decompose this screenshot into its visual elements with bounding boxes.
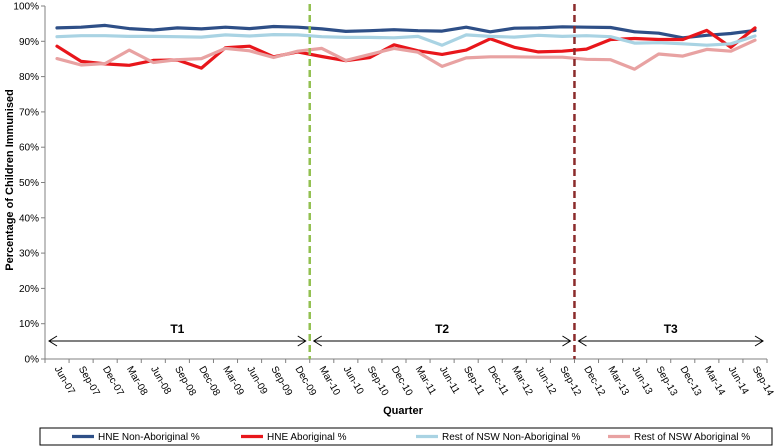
y-tick-label: 30% [19,249,39,260]
series-line [55,23,757,40]
y-tick-label: 10% [19,319,39,330]
legend-label: Rest of NSW Non-Aboriginal % [442,432,580,443]
x-tick-label: Sep-09 [268,365,294,399]
y-tick-label: 0% [25,355,40,366]
x-tick-label: Dec-12 [581,365,607,399]
x-tick-label: Jun-08 [148,365,173,397]
period-label: T2 [435,322,449,336]
x-axis-title: Quarter [383,405,423,417]
legend-label: Rest of NSW Aboriginal % [634,432,750,443]
y-tick-label: 80% [19,72,39,83]
period-dividers [308,4,576,359]
x-tick-label: Jun-11 [437,365,462,397]
series-line [55,38,757,71]
x-tick-label: Mar-11 [413,365,438,398]
y-tick-label: 50% [19,178,39,189]
x-tick-label: Jun-12 [533,365,558,397]
x-tick-label: Jun-14 [726,365,751,397]
series-line [55,32,757,47]
legend-box [39,427,773,446]
period-arrowhead-right [754,335,764,347]
x-tick-label: Sep-10 [365,365,391,399]
x-tick-label: Sep-08 [172,365,198,399]
x-tick-label: Dec-13 [678,365,704,399]
legend: HNE Non-Aboriginal % HNE Aboriginal % Rest… [39,427,773,446]
x-tick-label: Mar-10 [317,365,343,398]
period-arrowhead-left [577,335,587,347]
series-lines [55,23,757,71]
x-tick-label: Mar-14 [702,365,728,398]
y-axis-title: Percentage of Children Immunised [4,89,16,271]
x-tick-label: Dec-07 [100,365,126,399]
x-tick-label: Sep-12 [557,365,583,399]
x-tick-label: Sep-07 [76,365,102,399]
period-label: T3 [664,322,678,336]
y-tick-label: 60% [19,143,39,154]
legend-label: HNE Aboriginal % [267,432,347,443]
x-tick-label: Sep-11 [461,365,486,398]
period-arrowhead-left [48,335,58,347]
period-arrowhead-right [562,335,572,347]
x-tick-label: Mar-12 [509,365,535,398]
y-tick-label: 20% [19,284,39,295]
period-arrowhead-right [297,335,307,347]
x-tick-label: Dec-10 [389,365,415,399]
legend-label: HNE Non-Aboriginal % [98,432,200,443]
x-tick-label: Dec-11 [485,365,510,398]
x-tick-label: Dec-09 [293,365,319,399]
y-axis-ticks: 0% 10% 20% 30% 40% 50% 60% 70% 80% 90% 100% [13,2,45,366]
y-tick-label: 90% [19,37,39,48]
x-tick-label: Jun-10 [341,365,366,397]
period-markers: T1 T2 T3 [48,322,764,347]
x-tick-label: Mar-13 [605,365,631,398]
y-tick-label: 100% [13,2,39,13]
x-tick-label: Dec-08 [196,365,222,399]
y-tick-label: 70% [19,107,39,118]
x-tick-label: Sep-14 [750,365,776,399]
x-tick-label: Jun-13 [629,365,654,397]
axes [44,6,767,360]
period-label: T1 [170,322,184,336]
x-tick-label: Jun-09 [244,365,269,397]
x-tick-label: Sep-13 [654,365,680,399]
x-tick-label: Mar-09 [220,365,246,398]
period-arrowhead-left [312,335,322,347]
x-tick-label: Mar-08 [124,365,150,398]
y-tick-label: 40% [19,213,39,224]
x-tick-label: Jun-07 [52,365,77,397]
